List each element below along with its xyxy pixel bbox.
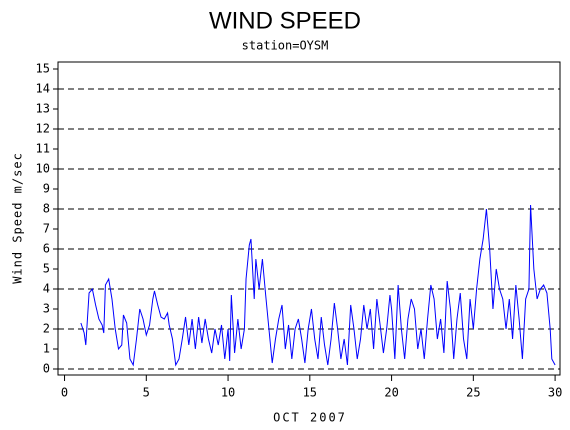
x-tick-label: 20 [384, 386, 398, 400]
y-tick-label: 14 [36, 82, 50, 96]
y-tick-label: 0 [43, 362, 50, 376]
y-tick-label: 13 [36, 102, 50, 116]
x-tick-label: 15 [303, 386, 317, 400]
wind-speed-line [80, 204, 556, 367]
chart-title: WIND SPEED [209, 7, 361, 34]
x-tick-label: 0 [61, 386, 68, 400]
y-tick-label: 7 [43, 222, 50, 236]
plot-frame [57, 61, 561, 376]
y-tick-label: 11 [36, 142, 50, 156]
x-tick-label: 25 [466, 386, 480, 400]
y-tick-label: 2 [43, 322, 50, 336]
y-tick-label: 12 [36, 122, 50, 136]
chart-subtitle: station=OYSM [242, 39, 329, 53]
y-tick-label: 10 [36, 162, 50, 176]
y-axis-label: Wind Speed m/sec [11, 152, 25, 284]
x-tick-label: 5 [143, 386, 150, 400]
y-tick-label: 3 [43, 302, 50, 316]
y-tick-label: 4 [43, 282, 50, 296]
y-tick-label: 9 [43, 182, 50, 196]
x-tick-label: 30 [548, 386, 562, 400]
y-tick-label: 8 [43, 202, 50, 216]
x-axis-label: OCT 2007 [273, 411, 347, 425]
y-tick-label: 1 [43, 342, 50, 356]
x-tick-label: 10 [221, 386, 235, 400]
y-tick-label: 6 [43, 242, 50, 256]
y-tick-label: 15 [36, 62, 50, 76]
y-tick-label: 5 [43, 262, 50, 276]
